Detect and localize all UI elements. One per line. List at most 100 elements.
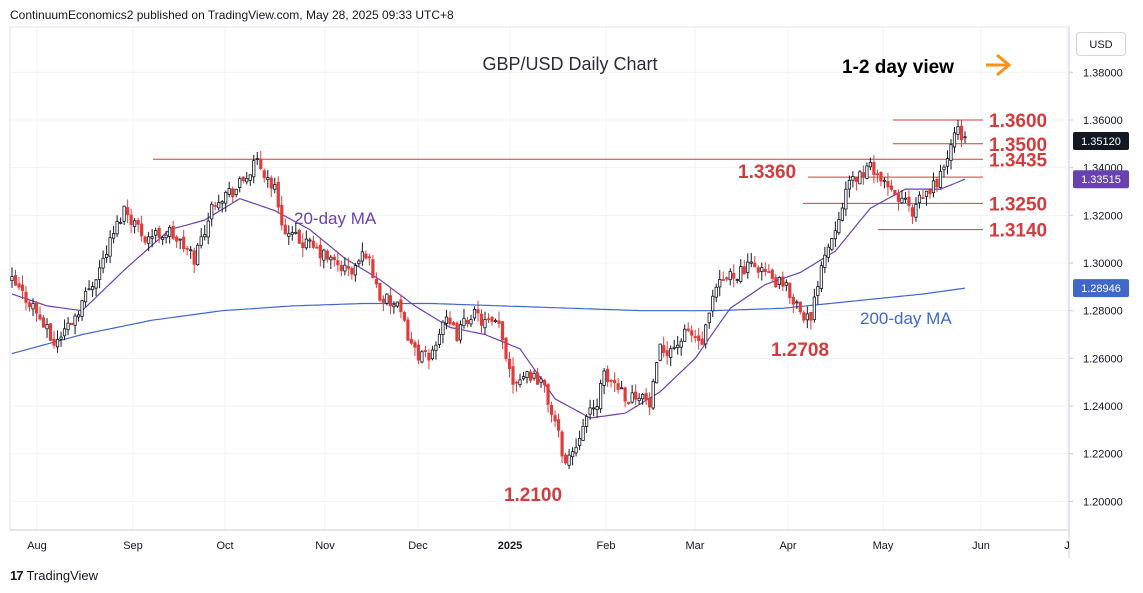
candle-body [938, 170, 943, 188]
candle-body [490, 317, 494, 322]
candle [409, 331, 414, 346]
candle-body [385, 293, 389, 304]
candle-body [52, 338, 56, 346]
candle-body [725, 277, 729, 280]
candle [388, 287, 392, 315]
candle [907, 190, 911, 212]
x-tick-label: Mar [686, 540, 705, 552]
candle [784, 279, 788, 292]
candle [945, 150, 950, 175]
x-tick-label: Sep [123, 540, 143, 552]
candle-body [241, 176, 245, 182]
candle-body [336, 260, 340, 266]
candle-body [420, 351, 424, 363]
candle [479, 309, 484, 333]
candle [518, 373, 522, 388]
candle [938, 164, 943, 189]
candle-body [714, 286, 718, 298]
candle-body [66, 322, 70, 331]
candle-body [266, 177, 270, 181]
candle-body [122, 205, 126, 222]
candle-body [718, 279, 722, 288]
candle [38, 306, 42, 321]
x-axis[interactable]: Aug Sep Oct Nov Dec 2025 Feb Mar Apr May Jun J [27, 540, 1070, 552]
candle [83, 287, 88, 307]
candle-body [252, 160, 256, 178]
candle-body [830, 238, 834, 250]
candle [718, 270, 722, 297]
candle [577, 430, 582, 451]
candle-body [935, 178, 939, 188]
candle-body [525, 371, 529, 378]
candle-body [339, 265, 343, 271]
candle [956, 119, 960, 140]
candle [262, 168, 266, 183]
x-tick-label: 2025 [498, 540, 522, 552]
candle [182, 229, 186, 253]
candle [395, 301, 400, 309]
candle-body [704, 324, 708, 345]
candle-body [833, 230, 837, 240]
candle-body [227, 188, 231, 195]
candle [504, 337, 508, 362]
candle-body [802, 312, 806, 321]
candle-body [599, 383, 603, 410]
candle [525, 370, 529, 384]
candle [66, 317, 70, 336]
candle-body [294, 231, 298, 234]
chart-subtitle: 1-2 day view [842, 57, 954, 78]
candle [532, 370, 536, 381]
tradingview-footer[interactable]: 17 TradingView [10, 568, 98, 583]
candle [528, 369, 533, 384]
candle-body [588, 407, 592, 415]
candle [441, 320, 445, 344]
candle [735, 278, 739, 284]
candle-body [332, 256, 336, 261]
candle [273, 177, 277, 194]
candle-body [542, 379, 547, 386]
candle-body [963, 136, 967, 139]
candle-body [192, 250, 196, 265]
candle-body [24, 291, 28, 303]
candle [329, 254, 333, 269]
candle-body [143, 236, 147, 243]
candle-body [41, 317, 46, 328]
candle-body [585, 415, 589, 427]
candle [392, 301, 396, 314]
candle-body [641, 393, 645, 400]
candle [339, 260, 343, 277]
candle [570, 447, 575, 466]
candle-body [206, 220, 210, 238]
candle-body [104, 253, 109, 258]
candle-body [518, 379, 522, 385]
candle [623, 386, 627, 408]
candle [332, 254, 336, 267]
candle [80, 299, 84, 321]
candle-body [795, 301, 799, 304]
candle-body [112, 233, 116, 239]
candle [69, 322, 74, 326]
candle-body [399, 299, 403, 313]
candle [725, 276, 729, 282]
candle-body [154, 230, 158, 236]
candle [374, 272, 378, 289]
candle-body [756, 267, 760, 273]
candle-body [444, 316, 449, 324]
candle [539, 376, 543, 388]
candle-body [308, 239, 312, 242]
candle-body [364, 253, 368, 259]
candle-body [322, 249, 326, 261]
candle [444, 309, 449, 330]
low-annotation: 1.2100 [504, 485, 562, 506]
candle [385, 293, 389, 306]
candle [648, 392, 652, 415]
candle-body [469, 319, 473, 325]
candle [115, 215, 119, 238]
candle-body [882, 179, 887, 182]
candle-body [528, 371, 533, 381]
candle [833, 221, 837, 247]
candle-body [273, 184, 277, 190]
currency-button[interactable]: USD [1076, 32, 1126, 56]
candle [746, 253, 750, 279]
